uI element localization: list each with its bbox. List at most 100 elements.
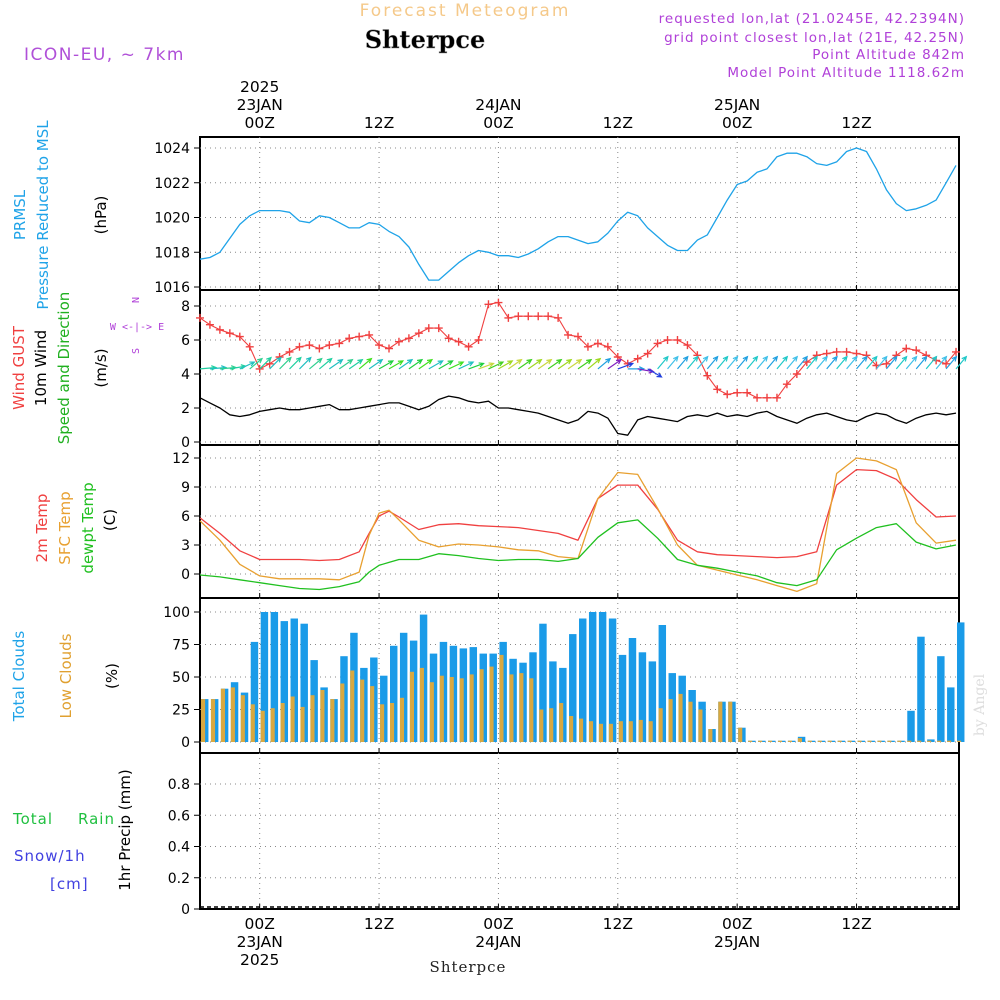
- gust-point: [633, 354, 642, 363]
- low-cloud-bar: [559, 703, 564, 742]
- pressure-side-labels: PRMSL Pressure Reduced to MSL (hPa): [11, 120, 110, 310]
- gust-point: [434, 324, 443, 333]
- info-gridpoint: grid point closest lon,lat (21E, 42.25N): [664, 30, 965, 46]
- gust-point: [534, 312, 543, 321]
- wind-direction-arrow: [677, 355, 689, 370]
- low-cloud-bar: [628, 721, 633, 742]
- gust-point: [375, 341, 384, 350]
- sfc-temp-line: [199, 457, 957, 593]
- gust-point: [763, 393, 772, 402]
- pressure-ytick-label: 1016: [154, 280, 190, 296]
- gust-point: [593, 339, 602, 348]
- clouds-ytick-label: 75: [172, 638, 190, 654]
- total-cloud-bar: [588, 612, 597, 742]
- low-cloud-bar: [479, 669, 484, 742]
- wind-direction-arrow: [726, 355, 739, 370]
- low-cloud-bar: [668, 699, 673, 742]
- wind-direction-arrow: [647, 368, 663, 378]
- gust-point: [603, 342, 612, 351]
- info-model-altitude: Model Point Altitude 1118.62m: [727, 65, 965, 81]
- gust-point: [335, 339, 344, 348]
- gust-point: [255, 364, 264, 373]
- total-cloud-bar: [300, 623, 308, 742]
- wind-direction-arrow: [587, 357, 602, 370]
- wind-direction-arrow: [269, 356, 282, 370]
- low-cloud-bar: [579, 718, 584, 742]
- wind-direction-arrow: [567, 358, 583, 370]
- wind-direction-arrow: [686, 355, 699, 370]
- low-cloud-bar: [469, 674, 474, 742]
- wind-direction-arrow: [408, 358, 424, 370]
- top-time-label: 25JAN: [714, 96, 760, 114]
- low-cloud-bar: [399, 697, 405, 742]
- low-cloud-bar: [240, 695, 245, 742]
- wind-direction-arrow: [836, 355, 848, 370]
- wind-direction-arrow: [856, 355, 868, 370]
- wind-direction-arrow: [348, 358, 364, 370]
- wind-direction-arrow: [776, 355, 789, 370]
- pressure-ytick-label: 1024: [154, 141, 190, 157]
- low-cloud-bar: [380, 704, 385, 742]
- compass-north: N: [131, 297, 142, 303]
- wind-direction-arrow: [358, 357, 373, 370]
- bottom-time-label: 00Z: [722, 915, 752, 933]
- info-requested: requested lon,lat (21.0245E, 42.2394N): [659, 11, 965, 27]
- gust-point: [703, 371, 712, 380]
- low-cloud-bar: [917, 740, 922, 742]
- wind-label-unit: (m/s): [92, 348, 110, 387]
- low-cloud-bar: [728, 701, 733, 742]
- wind-direction-arrow: [905, 355, 918, 370]
- low-cloud-bar: [937, 740, 942, 742]
- low-cloud-bar: [509, 674, 514, 742]
- gust-point: [842, 347, 851, 356]
- gust-point: [583, 342, 592, 351]
- total-cloud-bar: [399, 632, 408, 742]
- low-cloud-bar: [658, 708, 663, 742]
- total-cloud-bar: [907, 710, 915, 742]
- bottom-time-label: 00Z: [483, 915, 513, 933]
- temp-label-2m: 2m Temp: [33, 494, 51, 563]
- low-cloud-bar: [340, 683, 345, 742]
- clouds-ytick-label: 100: [163, 605, 190, 621]
- gust-point: [414, 329, 423, 338]
- low-cloud-bar: [887, 740, 892, 742]
- gust-point: [554, 313, 563, 322]
- wind-direction-arrow: [766, 355, 779, 370]
- compass-south: S: [131, 348, 142, 354]
- gust-point: [325, 341, 334, 350]
- gust-point: [464, 342, 473, 351]
- wind-ytick-label: 4: [181, 367, 190, 383]
- low-cloud-bar: [220, 688, 225, 742]
- low-cloud-bar: [787, 740, 793, 742]
- bottom-time-label: 00Z: [245, 915, 275, 933]
- precip-ytick-label: 0.6: [168, 808, 190, 824]
- pressure-ytick-label: 1020: [154, 211, 190, 227]
- model-label: ICON-EU, ~ 7km: [24, 45, 185, 65]
- low-cloud-bar: [638, 719, 643, 742]
- gust-point: [394, 337, 403, 346]
- low-cloud-bar: [330, 699, 335, 742]
- precip-label-total: Total: [12, 810, 53, 828]
- gust-point: [673, 336, 682, 344]
- wind-ytick-label: 6: [181, 333, 190, 349]
- total-cloud-bar: [390, 645, 398, 742]
- low-cloud-bar: [449, 677, 454, 742]
- info-point-altitude: Point Altitude 842m: [812, 47, 965, 63]
- gust-point: [355, 332, 364, 341]
- gust-point: [424, 324, 433, 333]
- wind-ytick-label: 8: [181, 299, 190, 315]
- low-cloud-bar: [947, 740, 952, 742]
- wind-ytick-label: 2: [181, 401, 190, 417]
- low-cloud-bar: [688, 701, 693, 742]
- wind-direction-arrow: [279, 356, 292, 370]
- gust-point: [484, 300, 493, 309]
- wind-direction-arrow: [657, 355, 669, 370]
- precip-label-cm: [cm]: [50, 875, 89, 893]
- wind-direction-arrow: [428, 360, 444, 370]
- wind-direction-arrow: [488, 361, 505, 370]
- wind-direction-arrow: [756, 355, 769, 370]
- precip-ytick-label: 0.8: [168, 777, 190, 793]
- temperature-ytick-label: 12: [172, 451, 190, 467]
- cloud-label-total: Total Clouds: [10, 631, 28, 723]
- wind-direction-arrow: [627, 366, 646, 372]
